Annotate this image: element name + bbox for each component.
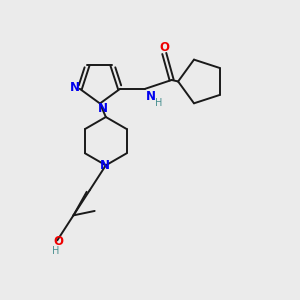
Text: H: H bbox=[52, 246, 59, 256]
Text: N: N bbox=[100, 159, 110, 172]
Text: O: O bbox=[159, 40, 169, 53]
Text: N: N bbox=[98, 102, 108, 115]
Text: H: H bbox=[155, 98, 162, 108]
Text: O: O bbox=[54, 236, 64, 248]
Text: N: N bbox=[70, 81, 80, 94]
Text: N: N bbox=[146, 90, 155, 103]
